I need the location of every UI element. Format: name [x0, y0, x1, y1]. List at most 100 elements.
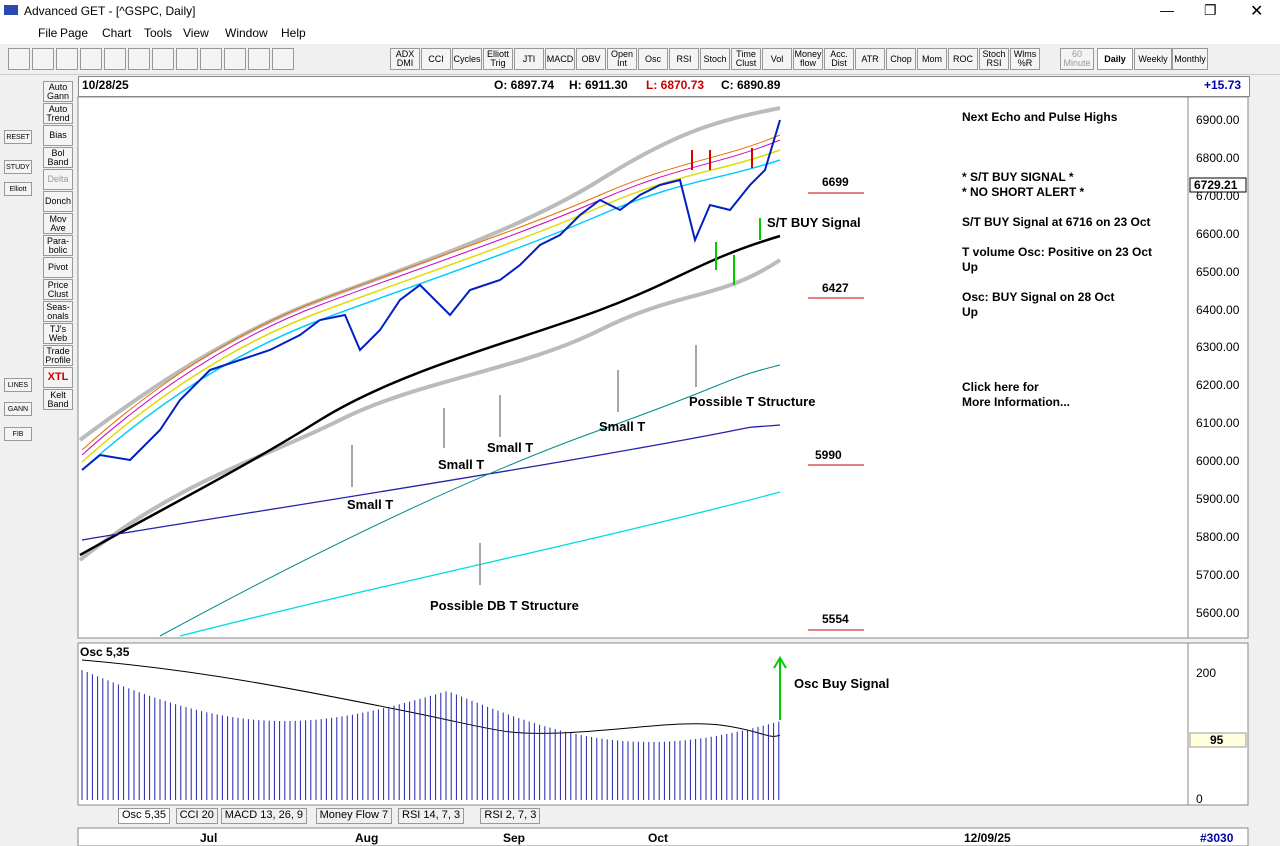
indicator-button[interactable]: Elliott Trig [483, 48, 513, 70]
tool-icon[interactable] [8, 48, 30, 70]
close[interactable]: ✕ [1250, 3, 1264, 20]
close-price: C: 6890.89 [721, 78, 781, 92]
last-price-box [1189, 177, 1247, 193]
study-button[interactable]: XTL [43, 367, 73, 388]
menu-item[interactable]: Tools [144, 26, 173, 40]
timeframe-button[interactable]: Daily [1097, 48, 1133, 70]
month-label: Aug [355, 831, 379, 845]
annotation: S/T BUY Signal [767, 215, 861, 230]
study-button[interactable]: Delta [43, 169, 73, 190]
long-ma-3 [179, 491, 781, 637]
indicator-button[interactable]: ATR [855, 48, 885, 70]
price-line [81, 119, 781, 471]
indicator-button[interactable]: Open Int [607, 48, 637, 70]
study-button[interactable]: Mov Ave [43, 213, 73, 234]
price-tick: 5800.00 [1196, 529, 1240, 544]
study-button[interactable]: Seas-onals [43, 301, 73, 322]
tool-icon[interactable]: LINES [4, 378, 32, 392]
level-label: 6699 [822, 175, 849, 189]
info-text[interactable]: Click here for [962, 380, 1039, 394]
osc-value: 95 [1210, 733, 1224, 747]
tool-icon[interactable] [32, 48, 54, 70]
timeframe-button[interactable]: Monthly [1172, 48, 1208, 70]
indicator-button[interactable]: Mom [917, 48, 947, 70]
study-button[interactable]: Pivot [43, 257, 73, 278]
tool-icon[interactable]: FIB [4, 427, 32, 441]
tab[interactable]: RSI 14, 7, 3 [398, 808, 465, 824]
menu-item[interactable]: Chart [102, 26, 132, 40]
tab[interactable]: Money Flow 7 [315, 808, 393, 824]
level-label: 5554 [822, 612, 849, 626]
indicator-button[interactable]: Wlms %R [1010, 48, 1040, 70]
tool-icon[interactable] [272, 48, 294, 70]
level-lines [808, 192, 864, 631]
price-tick: 6900.00 [1196, 113, 1240, 127]
study-button[interactable]: Auto Gann [43, 81, 73, 102]
tab[interactable]: RSI 2, 7, 3 [480, 808, 541, 824]
indicator-button[interactable]: OBV [576, 48, 606, 70]
tool-icon[interactable] [80, 48, 102, 70]
tool-icon[interactable] [56, 48, 78, 70]
low: L: 6870.73 [646, 78, 705, 92]
indicator-button[interactable]: Chop [886, 48, 916, 70]
band-purple [81, 139, 781, 456]
menu-item[interactable]: Window [225, 26, 268, 40]
study-button[interactable]: Trade Profile [43, 345, 73, 366]
indicator-button[interactable]: Money flow [793, 48, 823, 70]
timeframe-button[interactable]: Weekly [1134, 48, 1172, 70]
indicator-button[interactable]: Stoch RSI [979, 48, 1009, 70]
tool-icon[interactable] [248, 48, 270, 70]
tool-icon[interactable]: RESET [4, 130, 32, 144]
menu-item[interactable]: Help [281, 26, 306, 40]
indicator-button[interactable]: Time Clust [731, 48, 761, 70]
band-mid [81, 149, 781, 463]
indicator-button[interactable]: MACD [545, 48, 575, 70]
price-tick: 6400.00 [1196, 302, 1240, 317]
menu-bar [0, 22, 1280, 44]
study-button[interactable]: Donch [43, 191, 73, 212]
study-button[interactable]: TJ's Web [43, 323, 73, 344]
indicator-button[interactable]: Acc. Dist [824, 48, 854, 70]
tool-icon[interactable] [152, 48, 174, 70]
tool-icon[interactable] [104, 48, 126, 70]
tool-icon[interactable] [128, 48, 150, 70]
t-markers [351, 345, 697, 585]
info-text: S/T BUY Signal at 6716 on 23 Oct [962, 215, 1151, 229]
study-button[interactable]: Bias [43, 125, 73, 146]
info-text[interactable]: More Information... [962, 395, 1070, 409]
timeframe-button[interactable]: 60 Minute [1060, 48, 1094, 70]
indicator-button[interactable]: ROC [948, 48, 978, 70]
study-button[interactable]: Bol Band [43, 147, 73, 168]
tool-icon[interactable] [224, 48, 246, 70]
study-button[interactable]: Kelt Band [43, 389, 73, 410]
tab[interactable]: Osc 5,35 [118, 808, 171, 824]
tool-icon[interactable]: STUDY [4, 160, 32, 174]
menu-item[interactable]: Page [60, 26, 89, 40]
tool-icon[interactable] [176, 48, 198, 70]
minimize[interactable]: — [1160, 2, 1174, 18]
tab[interactable]: MACD 13, 26, 9 [220, 808, 308, 824]
maximize[interactable]: ❐ [1204, 2, 1217, 18]
indicator-button[interactable]: CCI [421, 48, 451, 70]
indicator-button[interactable]: Cycles [452, 48, 482, 70]
study-button[interactable]: Price Clust [43, 279, 73, 300]
indicator-button[interactable]: JTI [514, 48, 544, 70]
record-count: #3030 [1200, 831, 1234, 845]
indicator-button[interactable]: Vol [762, 48, 792, 70]
indicator-button[interactable]: Osc [638, 48, 668, 70]
menu-item[interactable]: View [183, 26, 209, 40]
menu-item[interactable]: File [38, 26, 58, 40]
tool-icon[interactable] [200, 48, 222, 70]
annotation: Small T [599, 419, 646, 434]
study-button[interactable]: Auto Trend [43, 103, 73, 124]
tab[interactable]: CCI 20 [175, 808, 218, 824]
tool-icon[interactable]: Elliott [4, 182, 32, 196]
osc-value-box [1189, 732, 1247, 748]
indicator-button[interactable]: ADX DMI [390, 48, 420, 70]
info-text: Up [962, 260, 978, 274]
annotation: Small T [347, 497, 394, 512]
tool-icon[interactable]: GANN [4, 402, 32, 416]
study-button[interactable]: Para-bolic [43, 235, 73, 256]
indicator-button[interactable]: Stoch [700, 48, 730, 70]
indicator-button[interactable]: RSI [669, 48, 699, 70]
